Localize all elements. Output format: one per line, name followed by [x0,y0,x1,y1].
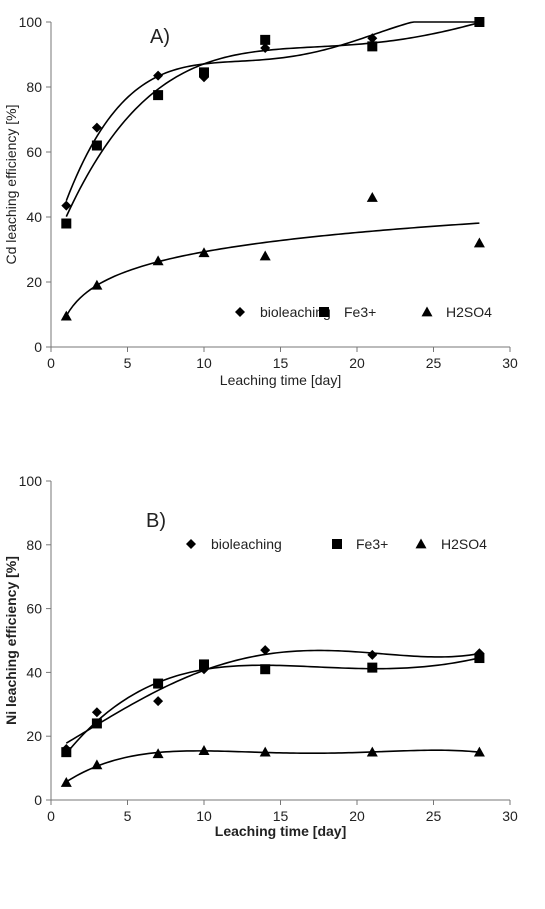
trendline-fe3- [65,21,480,217]
x-tick-label: 25 [426,808,442,824]
trendline-h2so4 [65,222,480,317]
x-tick-label: 5 [124,808,132,824]
y-tick-label: 40 [26,664,42,680]
x-tick-label: 0 [47,808,55,824]
legend-marker [332,539,342,549]
series-fe3- [61,17,485,229]
y-tick-label: 20 [26,274,42,290]
y-tick-label: 0 [34,339,42,355]
legend-label: Fe3+ [356,536,388,552]
data-point [198,745,210,755]
chart-panel-1: 0 20 40 60 80 100 0 5 10 15 20 25 30 Leaching time [d… [3,14,518,388]
legend-label: bioleaching [260,304,331,320]
data-point [474,653,485,664]
data-point [153,696,164,707]
data-point [91,759,103,770]
trendline-h2so4 [65,749,480,783]
x-axis-title: Leaching time [day] [215,823,346,839]
data-point [260,664,271,675]
trendline-bioleaching [65,649,480,744]
series-h2so4 [60,745,485,787]
series-bioleaching [61,17,485,211]
data-point [260,645,271,656]
legend-label: Fe3+ [344,304,376,320]
data-point [473,237,485,248]
data-point [153,678,164,689]
panel-label: B) [146,510,166,532]
chart-panel-2: 0 20 40 60 80 100 0 5 10 15 20 25 30 Leaching time [d… [3,473,518,839]
data-point [366,746,378,757]
x-tick-label: 0 [47,355,55,371]
legend-label: H2SO4 [441,536,487,552]
data-point [91,707,102,718]
data-point [61,218,72,229]
data-point [153,90,164,101]
series-fe3- [61,653,485,758]
data-point [474,17,485,27]
y-tick-label: 80 [26,537,42,553]
legend-marker [421,306,433,317]
data-point [199,67,209,78]
data-point [152,748,164,759]
series-h2so4 [60,192,485,321]
x-axis-title: Leaching time [day] [220,372,341,388]
legend-marker [235,307,245,317]
data-point [473,746,485,757]
data-point [367,41,378,52]
x-tick-label: 30 [502,808,518,824]
data-point [60,310,72,321]
data-point [198,247,210,258]
data-point [91,140,102,151]
data-point [259,746,271,757]
x-tick-label: 10 [196,808,212,824]
y-tick-label: 100 [19,473,43,489]
x-tick-label: 15 [273,808,289,824]
data-point [260,34,271,45]
data-point [367,662,378,673]
x-tick-label: 25 [426,355,442,371]
y-tick-label: 20 [26,728,42,744]
x-tick-label: 20 [349,355,365,371]
y-tick-label: 100 [19,14,43,30]
trendline-bioleaching [65,21,480,202]
data-point [91,279,103,290]
data-point [367,33,378,44]
x-tick-label: 10 [196,355,212,371]
y-tick-label: 60 [26,144,42,160]
legend-label: H2SO4 [446,304,492,320]
data-point [259,250,271,261]
y-tick-label: 40 [26,209,42,225]
x-tick-label: 5 [124,355,132,371]
trendline-fe3- [65,657,480,754]
x-tick-label: 15 [273,355,289,371]
data-point [61,747,72,758]
y-axis-title: Cd leaching efficiency [%] [3,104,19,264]
data-point [91,718,102,729]
data-point [260,43,271,53]
legend: bioleaching Fe3+ H2SO4 [235,304,492,320]
panel-label: A) [150,26,170,48]
data-point [153,70,164,81]
x-tick-label: 20 [349,808,365,824]
legend-marker [319,307,329,317]
legend-marker [415,538,427,549]
data-point [366,192,378,202]
y-tick-label: 80 [26,79,42,95]
data-point [61,200,72,211]
data-point [199,659,209,670]
legend: bioleaching Fe3+ H2SO4 [186,536,487,552]
x-tick-label: 30 [502,355,518,371]
y-axis-title: Ni leaching efficiency [%] [3,556,19,725]
legend-marker [186,539,196,549]
data-point [152,255,164,266]
y-tick-label: 0 [34,792,42,808]
data-point [367,649,378,660]
data-point [60,776,72,787]
data-point [91,122,102,133]
y-tick-label: 60 [26,601,42,617]
legend-label: bioleaching [211,536,282,552]
